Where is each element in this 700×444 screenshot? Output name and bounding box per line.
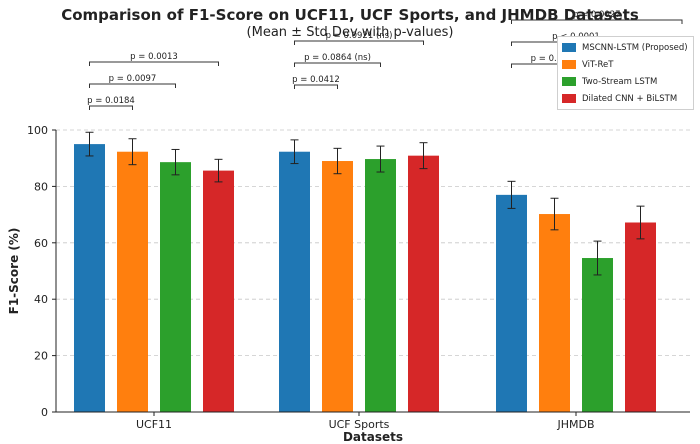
bar bbox=[582, 258, 613, 412]
x-tick-label: UCF Sports bbox=[329, 418, 390, 431]
p-value-label: p = 0.0921 (ns) bbox=[326, 31, 393, 41]
legend-item: Two-Stream LSTM bbox=[562, 73, 689, 90]
y-tick-label: 20 bbox=[34, 350, 48, 363]
y-tick-label: 0 bbox=[41, 406, 48, 419]
bar bbox=[539, 214, 570, 412]
significance-bracket bbox=[511, 19, 683, 24]
bar bbox=[160, 162, 191, 412]
legend-swatch bbox=[562, 43, 576, 52]
legend-item: Dilated CNN + BiLSTM bbox=[562, 90, 689, 107]
p-value-label: p = 0.0412 bbox=[292, 75, 340, 85]
p-value-label: p = 0.0145 bbox=[531, 54, 579, 64]
x-tick-label: JHMDB bbox=[556, 418, 594, 431]
legend-label: MSCNN-LSTM (Proposed) bbox=[582, 42, 688, 53]
significance-bracket bbox=[89, 105, 133, 110]
y-axis-label: F1-Score (%) bbox=[7, 228, 21, 315]
bar bbox=[74, 144, 105, 412]
x-tick-label: UCF11 bbox=[136, 418, 172, 431]
legend-item: ViT-ReT bbox=[562, 56, 689, 73]
bar bbox=[365, 159, 396, 412]
bar bbox=[408, 155, 439, 413]
bar bbox=[117, 151, 148, 413]
p-value-label: p = 0.0864 (ns) bbox=[304, 53, 371, 63]
p-value-label: p = 0.0027 bbox=[573, 10, 621, 20]
legend-item: MSCNN-LSTM (Proposed) bbox=[562, 39, 689, 56]
axis-ticks: 0 20 40 60 80 100 UCF11 UCF Sports JHMDB bbox=[27, 124, 595, 431]
chart-subtitle: (Mean ± Std Dev with p-values) bbox=[246, 25, 454, 40]
significance-bracket bbox=[294, 84, 338, 89]
bar bbox=[279, 151, 310, 413]
bar bbox=[203, 170, 234, 412]
bars-group bbox=[74, 144, 656, 413]
bar bbox=[625, 222, 656, 412]
legend-label: Dilated CNN + BiLSTM bbox=[582, 93, 678, 104]
legend-swatch bbox=[562, 60, 576, 69]
y-tick-label: 40 bbox=[34, 293, 48, 306]
legend-label: Two-Stream LSTM bbox=[582, 76, 658, 87]
significance-bracket bbox=[89, 61, 219, 66]
bar bbox=[322, 161, 353, 412]
y-tick-label: 80 bbox=[34, 180, 48, 193]
significance-bracket bbox=[294, 62, 381, 67]
legend-swatch bbox=[562, 94, 576, 103]
error-bars-group bbox=[85, 131, 645, 276]
chart-title: Comparison of F1-Score on UCF11, UCF Spo… bbox=[61, 6, 639, 24]
p-value-label: p = 0.0097 bbox=[109, 74, 157, 84]
x-axis-label: Datasets bbox=[343, 430, 403, 444]
y-tick-label: 100 bbox=[27, 124, 48, 137]
legend-swatch bbox=[562, 77, 576, 86]
bar bbox=[496, 194, 527, 412]
p-value-label: p = 0.0184 bbox=[87, 96, 135, 106]
significance-bracket bbox=[294, 40, 424, 45]
legend-label: ViT-ReT bbox=[582, 59, 614, 70]
p-value-label: p = 0.0013 bbox=[130, 52, 178, 62]
chart-legend: MSCNN-LSTM (Proposed) ViT-ReT Two-Stream… bbox=[557, 36, 694, 110]
y-tick-label: 60 bbox=[34, 237, 48, 250]
significance-bracket bbox=[89, 83, 176, 88]
